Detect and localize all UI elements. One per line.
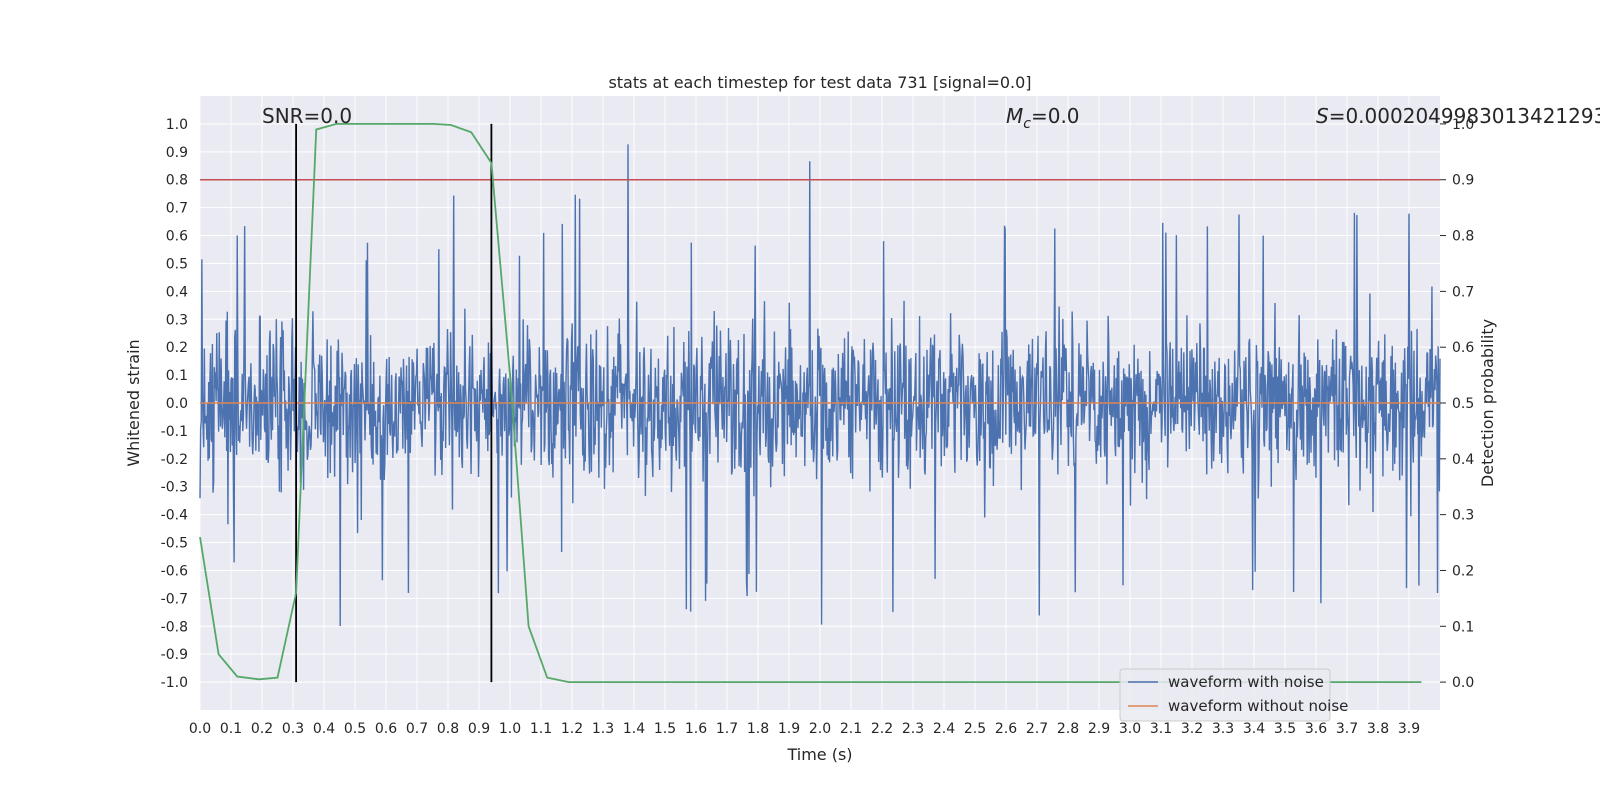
y-tick-label: 0.4 <box>166 284 188 300</box>
y-axis-label: Whitened strain <box>124 339 143 466</box>
x-tick-label: 3.2 <box>1181 721 1203 737</box>
s-annotation: S=0.00020499830134212932 <box>1316 104 1600 128</box>
x-tick-label: 2.9 <box>1088 721 1110 737</box>
mc-value: =0.0 <box>1031 104 1080 128</box>
x-tick-label: 0.9 <box>468 721 490 737</box>
x-tick-label: 3.7 <box>1336 721 1358 737</box>
x-tick-label: 1.6 <box>685 721 707 737</box>
x-tick-label: 1.5 <box>654 721 676 737</box>
y-tick-label: 0.5 <box>166 256 188 272</box>
chart-marks <box>199 123 1440 683</box>
x-tick-label: 2.5 <box>964 721 986 737</box>
noise-series <box>199 144 1441 627</box>
x-tick-label: 2.6 <box>995 721 1017 737</box>
s-symbol: S <box>1316 104 1329 128</box>
x-tick-label: 3.3 <box>1212 721 1234 737</box>
y-tick-label: 0.6 <box>166 229 188 245</box>
y-tick-label: -0.7 <box>161 591 188 607</box>
x-tick-label: 1.0 <box>499 721 521 737</box>
y-tick-label: 0.0 <box>166 396 188 412</box>
y2-tick-label: 0.5 <box>1452 396 1474 412</box>
y-tick-label: 0.1 <box>166 368 188 384</box>
x-tick-label: 0.3 <box>282 721 304 737</box>
x-tick-label: 0.0 <box>189 721 211 737</box>
x-tick-label: 2.0 <box>809 721 831 737</box>
x-tick-label: 3.0 <box>1119 721 1141 737</box>
legend-box <box>1119 668 1331 722</box>
x-tick-label: 0.8 <box>437 721 459 737</box>
y-tick-label: -0.3 <box>161 480 188 496</box>
x-tick-label: 0.6 <box>375 721 397 737</box>
y2-tick-label: 0.3 <box>1452 508 1474 524</box>
y-tick-label: 0.2 <box>166 340 188 356</box>
x-tick-label: 0.4 <box>313 721 335 737</box>
x-tick-label: 3.6 <box>1305 721 1327 737</box>
y-tick-label: 0.9 <box>166 145 188 161</box>
y-tick-label: 0.7 <box>166 201 188 217</box>
y-tick-label: -0.6 <box>161 563 188 579</box>
y-tick-label: 1.0 <box>166 117 188 133</box>
y-tick-label: -0.1 <box>161 424 188 440</box>
ticks: 0.0 0.1 0.2 0.3 0.4 0.5 0.6 0.7 0.8 0.9 1.0 1.1 1.2 1… <box>161 117 1475 737</box>
y-tick-label: 0.8 <box>166 173 188 189</box>
x-tick-label: 0.2 <box>251 721 273 737</box>
legend-label-clean: waveform without noise <box>1168 697 1348 715</box>
y-tick-label: 0.3 <box>166 312 188 328</box>
x-tick-label: 0.5 <box>344 721 366 737</box>
x-tick-label: 2.2 <box>871 721 893 737</box>
x-tick-label: 2.7 <box>1026 721 1048 737</box>
y-tick-label: -0.9 <box>161 647 188 663</box>
y-tick-label: -0.4 <box>161 508 188 524</box>
x-tick-label: 2.1 <box>840 721 862 737</box>
y2-tick-label: 0.8 <box>1452 229 1474 245</box>
x-tick-label: 3.5 <box>1274 721 1296 737</box>
y2-axis-label: Detection probability <box>1478 319 1497 487</box>
x-tick-label: 1.7 <box>716 721 738 737</box>
x-tick-label: 0.7 <box>406 721 428 737</box>
snr-annotation: SNR=0.0 <box>262 104 352 128</box>
chart-title: stats at each timestep for test data 731… <box>608 73 1031 92</box>
y2-tick-label: 0.0 <box>1452 675 1474 691</box>
x-tick-label: 2.3 <box>902 721 924 737</box>
x-tick-label: 3.4 <box>1243 721 1265 737</box>
legend: waveform with noise waveform without noi… <box>1119 668 1348 722</box>
legend-label-noise: waveform with noise <box>1168 673 1324 691</box>
x-tick-label: 3.8 <box>1367 721 1389 737</box>
waveform-with-noise-line <box>199 144 1441 627</box>
mc-symbol: M <box>1006 104 1023 128</box>
y-tick-label: -0.8 <box>161 619 188 635</box>
y2-tick-label: 0.4 <box>1452 452 1474 468</box>
x-tick-label: 1.8 <box>747 721 769 737</box>
y-tick-label: -0.5 <box>161 536 188 552</box>
x-tick-label: 3.9 <box>1398 721 1420 737</box>
s-value: =0.00020499830134212932 <box>1329 104 1600 128</box>
x-tick-label: 1.9 <box>778 721 800 737</box>
y2-tick-label: 0.1 <box>1452 619 1474 635</box>
y-tick-label: -1.0 <box>161 675 188 691</box>
x-tick-label: 3.1 <box>1150 721 1172 737</box>
mc-annotation: Mc=0.0 <box>1006 104 1080 132</box>
x-axis-label: Time (s) <box>786 745 852 764</box>
x-tick-label: 2.4 <box>933 721 955 737</box>
y-tick-label: -0.2 <box>161 452 188 468</box>
x-tick-label: 1.3 <box>592 721 614 737</box>
y2-tick-label: 0.2 <box>1452 563 1474 579</box>
x-tick-label: 0.1 <box>220 721 242 737</box>
x-tick-label: 1.2 <box>561 721 583 737</box>
mc-subscript: c <box>1023 116 1031 132</box>
x-tick-label: 1.1 <box>530 721 552 737</box>
y2-tick-label: 0.6 <box>1452 340 1474 356</box>
x-tick-label: 1.4 <box>623 721 645 737</box>
x-tick-label: 2.8 <box>1057 721 1079 737</box>
y2-tick-label: 1.0 <box>1452 117 1474 133</box>
y2-tick-label: 0.9 <box>1452 173 1474 189</box>
y2-tick-label: 0.7 <box>1452 284 1474 300</box>
detection-probability-line <box>199 123 1422 683</box>
